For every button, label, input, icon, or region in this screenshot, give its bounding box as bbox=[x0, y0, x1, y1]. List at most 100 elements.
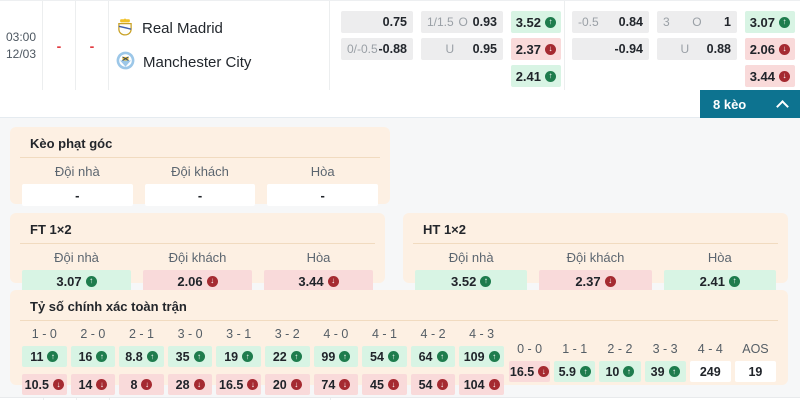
odds-value: 2.37 bbox=[575, 273, 601, 289]
score-label: 4 - 4 bbox=[697, 342, 723, 356]
ou-side: O bbox=[692, 15, 702, 29]
odds-cell[interactable]: 249 bbox=[689, 361, 731, 382]
handicap-cell[interactable]: -0.94 bbox=[572, 38, 649, 60]
teams-column[interactable]: Real Madrid Manchester City bbox=[109, 1, 330, 90]
ou-line: 3 bbox=[663, 15, 670, 29]
odds-cell[interactable]: 3.07 bbox=[22, 270, 131, 292]
odds-cell[interactable]: 20 bbox=[264, 374, 310, 395]
odds-cell[interactable]: - bbox=[22, 184, 133, 206]
trend-icon bbox=[339, 379, 351, 390]
odds-cell[interactable]: 8 bbox=[119, 374, 164, 395]
handicap-odds: 0.84 bbox=[618, 15, 643, 29]
score-label: 4 - 0 bbox=[323, 327, 349, 341]
score-label: AOS bbox=[742, 342, 769, 356]
score-label: 3 - 2 bbox=[274, 327, 300, 341]
header-home: Đội nhà bbox=[54, 250, 99, 265]
trend-icon bbox=[436, 379, 448, 390]
ou-line: 1/1.5 bbox=[427, 15, 454, 29]
trend-icon bbox=[242, 351, 254, 362]
odds-cell[interactable]: 28 bbox=[167, 374, 213, 395]
away-team[interactable]: Manchester City bbox=[116, 51, 251, 74]
x1x2-cell[interactable]: 2.41 bbox=[511, 65, 561, 87]
score-column: 3 - 2 22 20 bbox=[264, 327, 310, 395]
odds-cell[interactable]: 104 bbox=[459, 374, 504, 395]
x1x2-cell[interactable]: 3.44 bbox=[745, 65, 795, 87]
odds-cell[interactable]: 109 bbox=[459, 346, 504, 367]
odds-cell[interactable]: 2.37 bbox=[539, 270, 652, 292]
more-odds-label: 8 kèo bbox=[713, 96, 747, 112]
odds-cell[interactable]: 3.52 bbox=[415, 270, 528, 292]
odds-cell[interactable]: 22 bbox=[264, 346, 310, 367]
odds-cell[interactable]: 14 bbox=[70, 374, 116, 395]
odds-cell[interactable]: 64 bbox=[410, 346, 456, 367]
odds-value: 3.52 bbox=[451, 273, 477, 289]
handicap-cell[interactable]: 0.75 bbox=[341, 11, 413, 33]
over-under-cell[interactable]: 1/1.5 O 0.93 bbox=[421, 11, 503, 33]
odds-cell[interactable]: 45 bbox=[362, 374, 407, 395]
handicap-cell[interactable]: 0/-0.5 -0.88 bbox=[341, 38, 413, 60]
more-odds-button[interactable]: 8 kèo bbox=[700, 90, 800, 118]
odds-cell[interactable]: 16.5 bbox=[216, 374, 261, 395]
handicap-cell[interactable]: -0.5 0.84 bbox=[572, 11, 649, 33]
odds-value: 2.41 bbox=[515, 68, 541, 84]
x1x2-cell[interactable]: 3.52 bbox=[511, 11, 561, 33]
ou-side: U bbox=[445, 42, 455, 56]
ou-odds: 0.93 bbox=[472, 15, 497, 29]
over-under-cell[interactable]: U 0.88 bbox=[657, 38, 737, 60]
odds-value: 19 bbox=[748, 364, 763, 379]
odds-cell[interactable]: 10.5 bbox=[22, 374, 67, 395]
chevron-up-icon bbox=[776, 99, 789, 113]
odds-cell[interactable]: 39 bbox=[644, 361, 686, 382]
score-column: 4 - 2 64 54 bbox=[410, 327, 456, 395]
ft-1x2-section: FT 1×2 Đội nhà Đội khách Hòa 3.07 2.06 3… bbox=[10, 213, 385, 292]
over-under-cell[interactable]: U 0.95 bbox=[421, 38, 503, 60]
odds-cell[interactable]: 74 bbox=[313, 374, 359, 395]
odds-cell[interactable]: 3.44 bbox=[264, 270, 373, 292]
odds-group-1: 0.75 1/1.5 O 0.93 3.52 0/-0.5 -0.88 bbox=[330, 1, 564, 90]
odds-value: 22 bbox=[272, 349, 287, 364]
home-team[interactable]: Real Madrid bbox=[116, 18, 223, 40]
odds-cell[interactable]: 19 bbox=[216, 346, 261, 367]
trend-icon bbox=[436, 351, 448, 362]
odds-cell[interactable]: 10 bbox=[599, 361, 641, 382]
odds-cell[interactable]: 19 bbox=[734, 361, 777, 382]
trend-icon bbox=[193, 379, 205, 390]
odds-cell[interactable]: 5.9 bbox=[554, 361, 596, 382]
corner-odds-section: Kèo phạt góc Đội nhà Đội khách Hòa - - - bbox=[10, 127, 390, 206]
odds-cell[interactable]: 54 bbox=[362, 346, 407, 367]
odds-cell[interactable]: 54 bbox=[410, 374, 456, 395]
odds-cell[interactable]: 2.41 bbox=[663, 270, 776, 292]
score-column: 1 - 1 5.9 bbox=[554, 342, 596, 395]
trend-icon bbox=[488, 351, 500, 362]
odds-cell[interactable]: 16.5 bbox=[509, 361, 551, 382]
over-under-cell[interactable]: 3 O 1 bbox=[657, 11, 737, 33]
odds-value: 10 bbox=[605, 364, 620, 379]
odds-cell[interactable]: 16 bbox=[70, 346, 116, 367]
odds-cell[interactable]: 99 bbox=[313, 346, 359, 367]
score-column: AOS 19 bbox=[734, 342, 777, 395]
odds-value: 3.52 bbox=[515, 14, 541, 30]
odds-cell[interactable]: 35 bbox=[167, 346, 213, 367]
odds-cell[interactable]: - bbox=[267, 184, 378, 206]
header-draw: Hòa bbox=[310, 164, 335, 179]
odds-value: 35 bbox=[175, 349, 190, 364]
trend-icon bbox=[545, 70, 556, 82]
man-city-logo bbox=[116, 51, 135, 74]
trend-icon bbox=[327, 275, 339, 287]
odds-cell[interactable]: 11 bbox=[22, 346, 67, 367]
odds-cell[interactable]: 2.06 bbox=[143, 270, 252, 292]
odds-value: 16.5 bbox=[509, 364, 535, 379]
odds-value: 109 bbox=[463, 349, 485, 364]
odds-cell[interactable]: 8.8 bbox=[119, 346, 164, 367]
trend-icon bbox=[141, 379, 153, 390]
x1x2-cell[interactable]: 2.37 bbox=[511, 38, 561, 60]
trend-icon bbox=[247, 379, 259, 390]
odds-cell[interactable]: - bbox=[144, 184, 256, 206]
ou-side: O bbox=[458, 15, 468, 29]
correct-score-section: Tỷ số chính xác toàn trận 1 - 0 11 10.5 … bbox=[10, 290, 788, 395]
trend-icon bbox=[290, 351, 302, 362]
score-column: 2 - 0 16 14 bbox=[70, 327, 116, 395]
x1x2-cell[interactable]: 3.07 bbox=[745, 11, 795, 33]
ht-1x2-section: HT 1×2 Đội nhà Đội khách Hòa 3.52 2.37 2… bbox=[403, 213, 788, 292]
x1x2-cell[interactable]: 2.06 bbox=[745, 38, 795, 60]
